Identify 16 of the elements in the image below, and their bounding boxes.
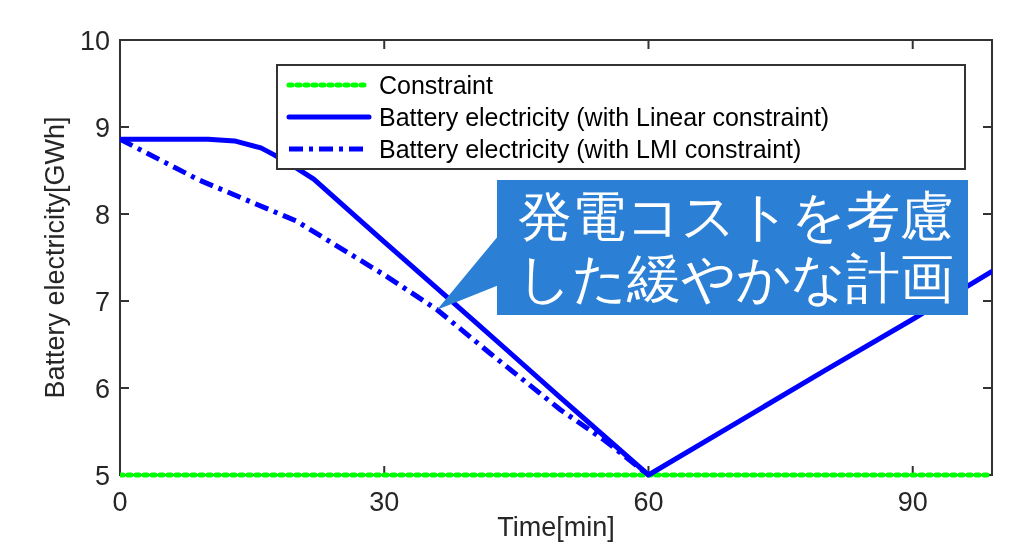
x-axis-title: Time[min]	[497, 512, 615, 542]
x-tick-label: 60	[633, 487, 664, 517]
y-tick-label: 9	[94, 113, 110, 143]
x-tick-label: 90	[897, 487, 928, 517]
y-tick-label: 6	[94, 374, 110, 404]
y-tick-label: 7	[94, 287, 110, 317]
legend-label: Constraint	[379, 71, 493, 99]
y-tick-label: 5	[94, 461, 110, 491]
x-tick-label: 0	[112, 487, 128, 517]
y-tick-label: 8	[94, 200, 110, 230]
y-axis-title: Battery electricity[GWh]	[40, 116, 70, 399]
legend-label: Battery electricity (with Linear constraint)	[379, 103, 830, 131]
annotation: 発電コストを考慮した緩やかな計画	[516, 185, 955, 310]
x-tick-label: 30	[369, 487, 400, 517]
y-tick-label: 10	[79, 26, 110, 56]
legend-label: Battery electricity (with LMI constraint)	[379, 135, 802, 163]
